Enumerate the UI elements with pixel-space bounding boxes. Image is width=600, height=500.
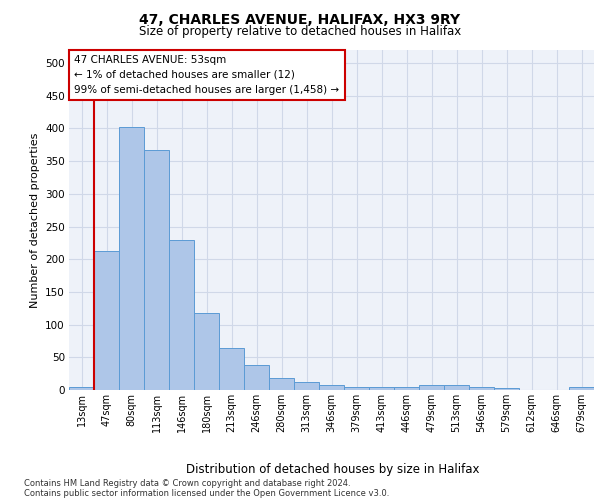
Text: 47, CHARLES AVENUE, HALIFAX, HX3 9RY: 47, CHARLES AVENUE, HALIFAX, HX3 9RY bbox=[139, 12, 461, 26]
Bar bbox=[69, 386, 94, 390]
Text: Contains HM Land Registry data © Crown copyright and database right 2024.: Contains HM Land Registry data © Crown c… bbox=[24, 479, 350, 488]
Bar bbox=[194, 313, 219, 390]
Bar bbox=[469, 388, 494, 390]
Bar bbox=[144, 150, 169, 390]
Bar bbox=[394, 386, 419, 390]
Text: Contains public sector information licensed under the Open Government Licence v3: Contains public sector information licen… bbox=[24, 489, 389, 498]
Bar bbox=[94, 250, 119, 390]
Bar bbox=[419, 385, 444, 390]
Bar bbox=[569, 388, 594, 390]
Y-axis label: Number of detached properties: Number of detached properties bbox=[29, 132, 40, 308]
Bar bbox=[319, 386, 344, 390]
Bar bbox=[369, 386, 394, 390]
Bar bbox=[119, 126, 144, 390]
Text: Size of property relative to detached houses in Halifax: Size of property relative to detached ho… bbox=[139, 25, 461, 38]
Bar bbox=[494, 388, 519, 390]
Bar bbox=[219, 348, 244, 390]
Bar bbox=[294, 382, 319, 390]
Bar bbox=[344, 386, 369, 390]
Bar bbox=[244, 364, 269, 390]
Bar bbox=[269, 378, 294, 390]
Text: 47 CHARLES AVENUE: 53sqm
← 1% of detached houses are smaller (12)
99% of semi-de: 47 CHARLES AVENUE: 53sqm ← 1% of detache… bbox=[74, 55, 340, 94]
Bar bbox=[169, 240, 194, 390]
Bar bbox=[444, 385, 469, 390]
Text: Distribution of detached houses by size in Halifax: Distribution of detached houses by size … bbox=[186, 462, 480, 475]
